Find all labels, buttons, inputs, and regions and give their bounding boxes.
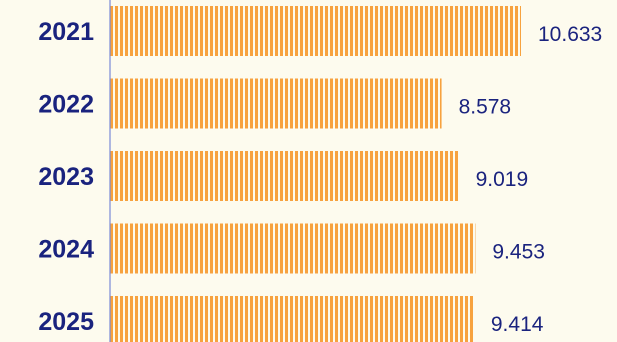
year-label-2021: 2021 — [38, 18, 94, 46]
bar-2025 — [110, 296, 474, 342]
bars-layer — [110, 6, 521, 342]
labels-layer: 2021 10.633 2022 8.578 2023 9.019 2024 9.453 202… — [38, 18, 602, 336]
value-label-2025: 9.414 — [491, 313, 544, 336]
bar-2022 — [110, 78, 442, 129]
value-label-2023: 9.019 — [476, 168, 529, 191]
bar-2023 — [110, 151, 459, 201]
bar-2021 — [110, 6, 521, 56]
year-label-2023: 2023 — [38, 163, 94, 191]
bar-2024 — [110, 223, 476, 274]
value-label-2021: 10.633 — [538, 23, 602, 46]
year-label-2022: 2022 — [38, 91, 94, 119]
value-label-2024: 9.453 — [492, 241, 545, 264]
value-label-2022: 8.578 — [459, 96, 512, 119]
year-label-2025: 2025 — [38, 308, 94, 336]
year-label-2024: 2024 — [38, 236, 94, 264]
